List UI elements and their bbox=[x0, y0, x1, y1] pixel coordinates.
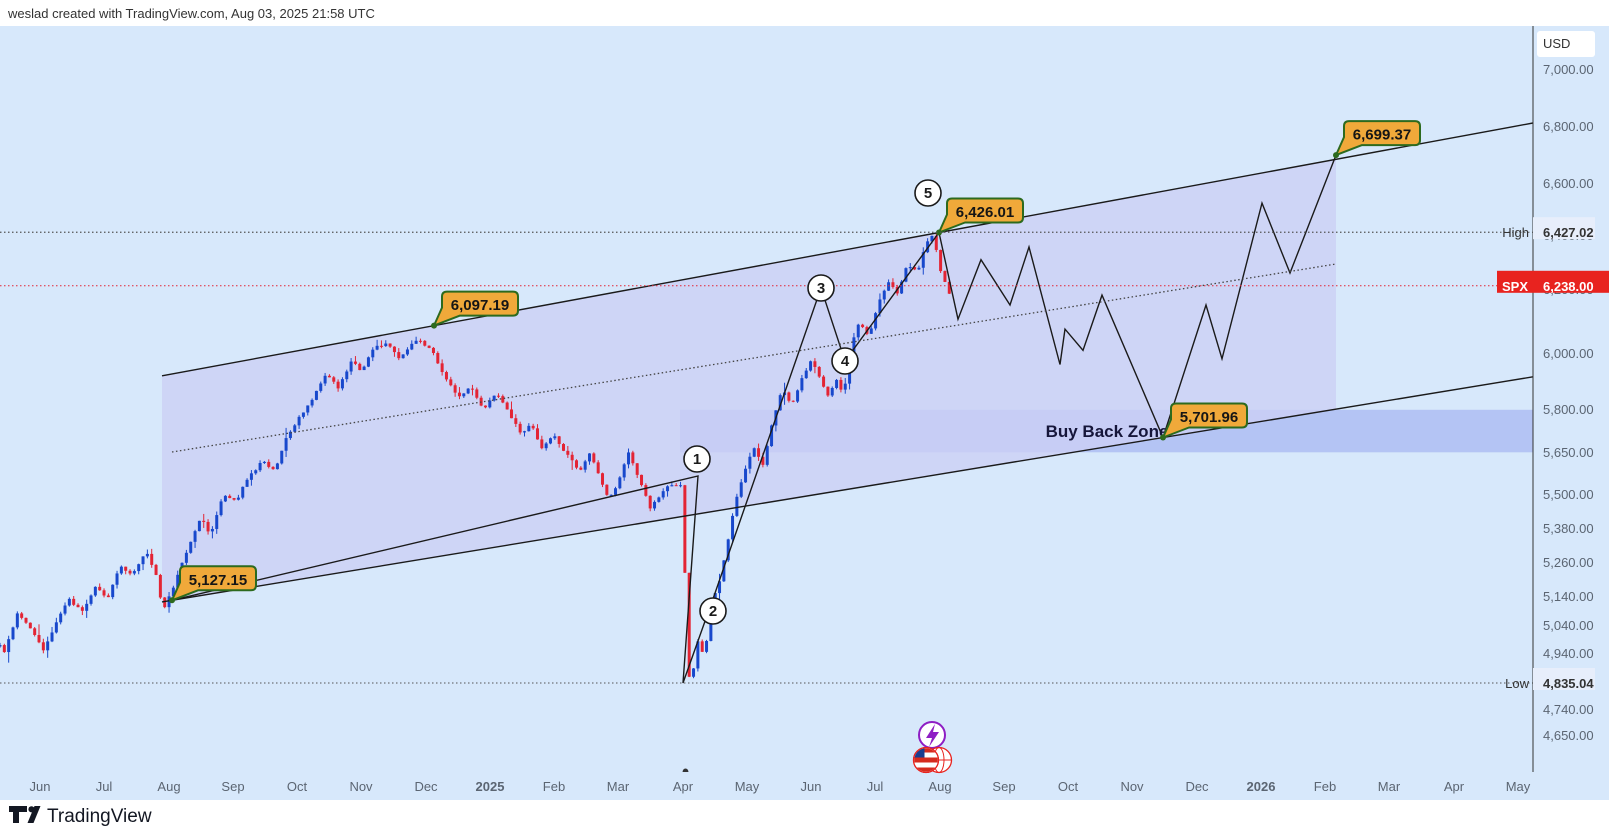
svg-text:4,835.04: 4,835.04 bbox=[1543, 676, 1594, 691]
svg-text:6,600.00: 6,600.00 bbox=[1543, 176, 1594, 191]
svg-text:4,650.00: 4,650.00 bbox=[1543, 728, 1594, 743]
svg-text:5,800.00: 5,800.00 bbox=[1543, 402, 1594, 417]
svg-text:6,000.00: 6,000.00 bbox=[1543, 346, 1594, 361]
svg-text:Apr: Apr bbox=[673, 779, 694, 794]
svg-text:Mar: Mar bbox=[1378, 779, 1401, 794]
svg-text:4: 4 bbox=[841, 353, 850, 370]
svg-text:Jul: Jul bbox=[96, 779, 113, 794]
svg-text:USD: USD bbox=[1543, 36, 1570, 51]
svg-text:Jun: Jun bbox=[30, 779, 51, 794]
svg-text:Apr: Apr bbox=[1444, 779, 1465, 794]
svg-text:High: High bbox=[1502, 225, 1529, 240]
svg-text:6,238.00: 6,238.00 bbox=[1543, 279, 1594, 294]
svg-text:Feb: Feb bbox=[1314, 779, 1336, 794]
svg-text:TradingView: TradingView bbox=[47, 806, 152, 827]
svg-text:Sep: Sep bbox=[992, 779, 1015, 794]
svg-text:6,699.37: 6,699.37 bbox=[1353, 127, 1411, 144]
svg-text:5: 5 bbox=[924, 185, 932, 202]
svg-text:4,740.00: 4,740.00 bbox=[1543, 702, 1594, 717]
svg-text:Dec: Dec bbox=[1185, 779, 1209, 794]
svg-text:Dec: Dec bbox=[414, 779, 438, 794]
svg-text:Aug: Aug bbox=[928, 779, 951, 794]
svg-text:Sep: Sep bbox=[221, 779, 244, 794]
svg-text:5,127.15: 5,127.15 bbox=[189, 572, 247, 589]
svg-text:Aug: Aug bbox=[157, 779, 180, 794]
svg-text:5,701.96: 5,701.96 bbox=[1180, 409, 1238, 426]
svg-text:SPX: SPX bbox=[1502, 279, 1528, 294]
svg-text:May: May bbox=[1506, 779, 1531, 794]
svg-text:Buy Back Zone: Buy Back Zone bbox=[1046, 422, 1169, 441]
svg-text:5,040.00: 5,040.00 bbox=[1543, 618, 1594, 633]
svg-text:3: 3 bbox=[817, 280, 825, 297]
svg-text:5,260.00: 5,260.00 bbox=[1543, 555, 1594, 570]
svg-text:5,380.00: 5,380.00 bbox=[1543, 521, 1594, 536]
svg-text:Oct: Oct bbox=[287, 779, 308, 794]
svg-text:weslad created with TradingVie: weslad created with TradingView.com, Aug… bbox=[7, 6, 375, 21]
svg-text:6,800.00: 6,800.00 bbox=[1543, 119, 1594, 134]
svg-text:6,427.02: 6,427.02 bbox=[1543, 225, 1594, 240]
svg-text:Nov: Nov bbox=[349, 779, 373, 794]
svg-text:2: 2 bbox=[709, 603, 717, 620]
svg-text:4,940.00: 4,940.00 bbox=[1543, 646, 1594, 661]
svg-text:2026: 2026 bbox=[1247, 779, 1276, 794]
svg-text:7,000.00: 7,000.00 bbox=[1543, 62, 1594, 77]
svg-text:6,426.01: 6,426.01 bbox=[956, 204, 1014, 221]
svg-text:5,500.00: 5,500.00 bbox=[1543, 487, 1594, 502]
svg-text:6,097.19: 6,097.19 bbox=[451, 297, 509, 314]
svg-text:Feb: Feb bbox=[543, 779, 565, 794]
svg-text:May: May bbox=[735, 779, 760, 794]
svg-text:Low: Low bbox=[1505, 676, 1529, 691]
svg-text:5,650.00: 5,650.00 bbox=[1543, 445, 1594, 460]
svg-text:Jun: Jun bbox=[801, 779, 822, 794]
svg-text:1: 1 bbox=[693, 451, 701, 468]
svg-text:2025: 2025 bbox=[476, 779, 505, 794]
svg-text:Mar: Mar bbox=[607, 779, 630, 794]
svg-text:Nov: Nov bbox=[1120, 779, 1144, 794]
svg-text:5,140.00: 5,140.00 bbox=[1543, 589, 1594, 604]
svg-text:Jul: Jul bbox=[867, 779, 884, 794]
svg-text:Oct: Oct bbox=[1058, 779, 1079, 794]
